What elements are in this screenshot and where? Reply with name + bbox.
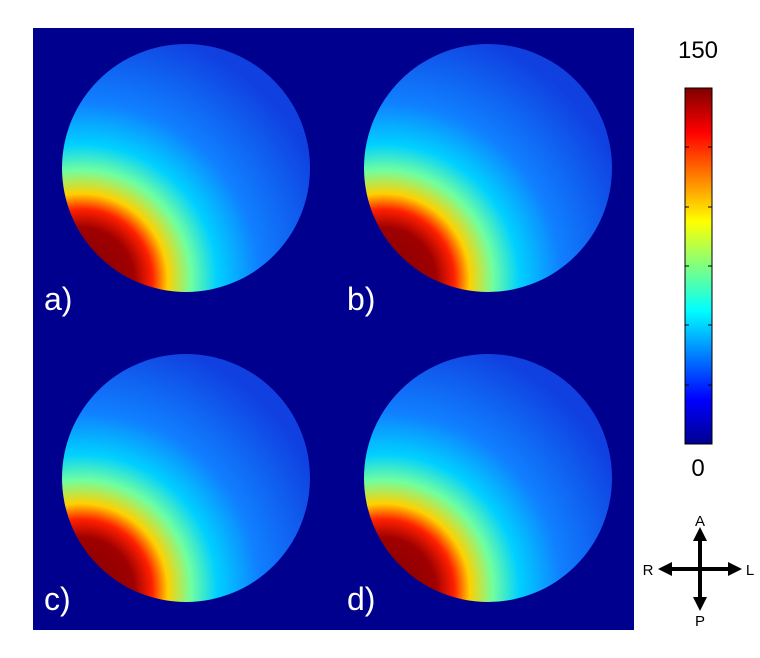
- colorbar: [684, 87, 713, 445]
- colorbar-min-label: 0: [691, 455, 704, 482]
- posterior-label: P: [695, 613, 705, 630]
- colorbar-max-label: 150: [678, 37, 718, 64]
- heatmap-disc: [364, 44, 612, 292]
- panel-label: c): [44, 581, 71, 617]
- heatmap-disc: [364, 354, 612, 602]
- panel-b: [364, 44, 612, 292]
- panel-a: [62, 44, 310, 292]
- right-label: R: [643, 562, 654, 579]
- panel-label: d): [347, 581, 375, 617]
- anterior-label: A: [695, 513, 705, 530]
- orientation-compass: A P R L: [643, 513, 755, 630]
- left-label: L: [746, 562, 754, 579]
- panel-label: a): [44, 281, 72, 317]
- panel-d: [364, 354, 612, 602]
- panel-label: b): [347, 281, 375, 317]
- heatmap-disc: [62, 44, 310, 292]
- heatmap-disc: [62, 354, 310, 602]
- colorbar-ticks: [685, 146, 712, 386]
- panel-c: [62, 354, 310, 602]
